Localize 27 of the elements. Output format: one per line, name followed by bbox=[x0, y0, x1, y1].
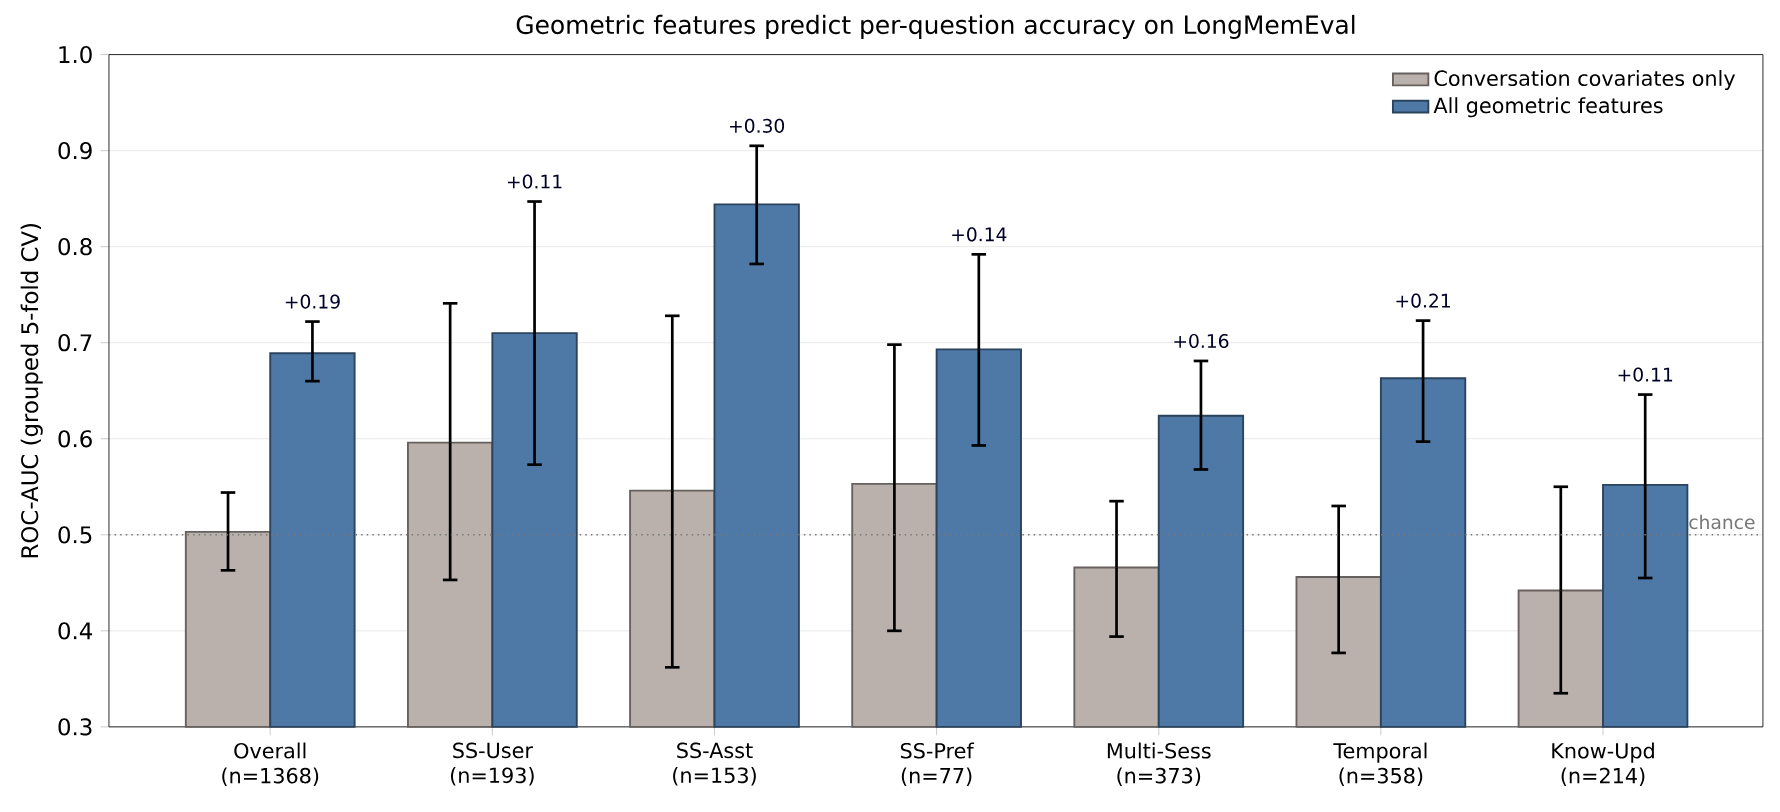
y-tick-label: 0.7 bbox=[58, 334, 92, 352]
annotation: +0.21 bbox=[1396, 293, 1450, 308]
y-tick-label: 0.6 bbox=[58, 430, 92, 448]
annotation: +0.16 bbox=[1174, 333, 1229, 348]
annotation: +0.30 bbox=[730, 118, 785, 133]
x-tick-label: SS-Pref (n=77) bbox=[900, 742, 975, 786]
y-tick-label: 0.9 bbox=[58, 141, 92, 160]
legend-label: All geometric features bbox=[1433, 97, 1663, 118]
ref-line-label: chance bbox=[1689, 514, 1755, 530]
annotation: +0.14 bbox=[952, 227, 1007, 242]
y-tick-label: 0.3 bbox=[58, 718, 92, 736]
x-tick-label: Temporal (n=358) bbox=[1333, 742, 1427, 786]
y-tick-label: 0.8 bbox=[58, 238, 92, 256]
x-tick-label: Know-Upd (n=214) bbox=[1552, 742, 1654, 786]
annotation: +0.11 bbox=[1618, 367, 1673, 382]
y-tick-label: 0.5 bbox=[58, 526, 92, 544]
annotation: +0.11 bbox=[507, 174, 562, 189]
y-tick-label: 1.0 bbox=[59, 45, 92, 64]
x-tick-label: Multi-Sess (n=373) bbox=[1107, 742, 1211, 786]
x-tick-label: SS-Asst (n=153) bbox=[673, 742, 756, 786]
annotation: +0.19 bbox=[285, 294, 340, 309]
chart-title: Geometric features predict per-question accuracy on LongMemEval bbox=[516, 14, 1355, 39]
x-tick-label: Overall (n=1368) bbox=[222, 742, 319, 786]
legend-label: Conversation covariates only bbox=[1434, 69, 1736, 91]
y-axis-title: ROC-AUC (grouped 5-fold CV) bbox=[20, 223, 43, 558]
x-tick-label: SS-User (n=193) bbox=[450, 742, 534, 786]
y-tick-label: 0.4 bbox=[58, 622, 93, 640]
